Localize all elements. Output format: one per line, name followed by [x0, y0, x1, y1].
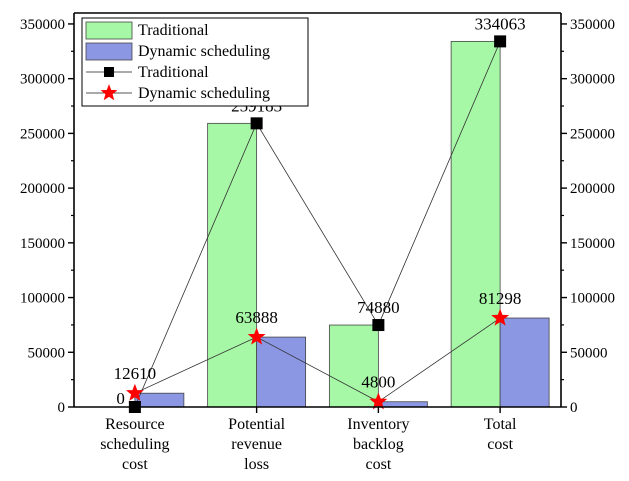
- x-category-label: backlog: [353, 436, 404, 453]
- bars-layer: [134, 40, 550, 408]
- marker-square-traditional: [494, 35, 507, 48]
- marker-square-traditional: [250, 117, 263, 130]
- legend-swatch-bar: [85, 42, 133, 61]
- y-tick-label-left: 350000: [20, 17, 65, 33]
- legend-label: Traditional: [138, 22, 209, 39]
- marker-star-dynamic-scheduling: [369, 392, 388, 410]
- legend-label: Dynamic scheduling: [138, 43, 270, 60]
- y-tick-label-right: 0: [570, 400, 578, 416]
- y-tick-label-right: 250000: [570, 126, 615, 142]
- legend: Traditional Dynamic scheduling Traditional…: [81, 17, 309, 107]
- data-label-traditional: 74880: [357, 298, 400, 317]
- y-tick-label-left: 50000: [28, 345, 66, 361]
- y-tick-label-right: 50000: [570, 345, 608, 361]
- x-category-label: cost: [365, 456, 391, 473]
- bar-dynamic-scheduling: [134, 392, 185, 408]
- y-tick-label-left: 300000: [20, 72, 65, 88]
- line-dynamic-scheduling: [134, 317, 501, 403]
- x-category-label: Total: [484, 416, 517, 433]
- x-category-label: cost: [487, 436, 513, 453]
- bar-traditional: [328, 324, 379, 408]
- y-tick-label-right: 100000: [570, 291, 615, 307]
- lines-layer: [125, 35, 510, 413]
- data-label-dynamic-scheduling: 63888: [235, 308, 278, 327]
- legend-label: Traditional: [138, 64, 209, 81]
- y-tick-label-left: 0: [58, 400, 66, 416]
- bar-traditional: [207, 122, 258, 408]
- data-label-dynamic-scheduling: 81298: [479, 289, 522, 308]
- y-tick-label-right: 150000: [570, 236, 615, 252]
- legend-marker-star: [100, 84, 118, 101]
- x-category-label: revenue: [231, 436, 282, 453]
- x-category-label: scheduling: [100, 436, 169, 453]
- x-category-label: Potential: [228, 416, 285, 433]
- y-tick-label-left: 200000: [20, 181, 65, 197]
- bar-traditional: [450, 40, 501, 408]
- y-tick-label-left: 150000: [20, 236, 65, 252]
- data-label-dynamic-scheduling: 4800: [361, 373, 395, 392]
- data-label-dynamic-scheduling: 12610: [114, 364, 157, 383]
- y-tick-label-left: 100000: [20, 291, 65, 307]
- marker-square-traditional: [372, 319, 385, 332]
- legend-label: Dynamic scheduling: [138, 85, 270, 102]
- x-category-label: Inventory: [347, 416, 409, 433]
- marker-star-dynamic-scheduling: [491, 308, 510, 326]
- marker-star-dynamic-scheduling: [125, 383, 144, 401]
- y-tick-label-left: 250000: [20, 126, 65, 142]
- x-category-label: Resource: [105, 416, 165, 433]
- legend-marker-square: [104, 67, 114, 77]
- y-tick-label-right: 350000: [570, 17, 615, 33]
- legend-swatch-bar: [85, 21, 133, 40]
- x-category-label: cost: [122, 456, 148, 473]
- bar-dynamic-scheduling: [256, 336, 307, 408]
- data-label-traditional: 0: [116, 389, 125, 408]
- y-tick-label-right: 300000: [570, 72, 615, 88]
- bar-dynamic-scheduling: [499, 317, 550, 408]
- marker-star-dynamic-scheduling: [247, 327, 266, 345]
- y-tick-label-right: 200000: [570, 181, 615, 197]
- x-category-label: loss: [244, 456, 269, 473]
- line-traditional: [134, 41, 501, 408]
- data-label-traditional: 334063: [475, 14, 526, 33]
- axes-layer: 0 0 50000 50000 100000 100000 150000 150000 2000…: [20, 12, 615, 473]
